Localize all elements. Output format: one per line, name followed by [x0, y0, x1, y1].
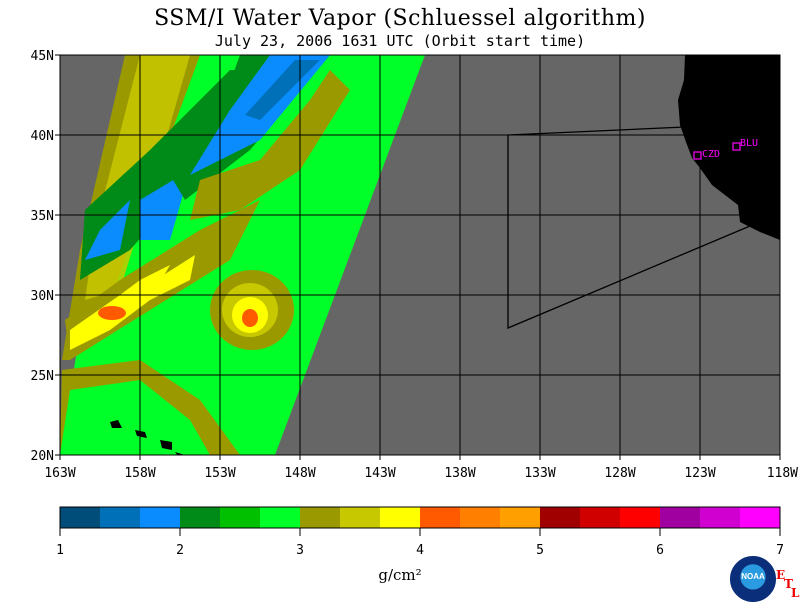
colorbar-swatch: [380, 507, 421, 528]
station-marker-blu: [732, 142, 741, 151]
lon-tick-label: 118W: [767, 466, 798, 481]
lat-tick-label: 45N: [31, 49, 54, 64]
graticule: [60, 55, 780, 455]
track-lines: [507, 126, 751, 329]
colorbar-swatch: [500, 507, 541, 528]
lat-tick-label: 25N: [31, 369, 54, 384]
noaa-logo: NOAA: [730, 556, 776, 602]
colorbar: [59, 506, 781, 529]
lon-tick-label: 133W: [524, 466, 555, 481]
map-frame: [59, 54, 781, 456]
lon-tick-label: 138W: [444, 466, 475, 481]
etl-letter-e: E: [776, 568, 786, 582]
lon-tick-label: 163W: [44, 466, 75, 481]
lon-tick-label: 158W: [124, 466, 155, 481]
colorbar-swatch: [460, 507, 501, 528]
colorbar-swatch: [180, 507, 221, 528]
colorbar-tick-label: 3: [296, 543, 304, 558]
colorbar-swatch: [540, 507, 581, 528]
lon-tick-label: 128W: [604, 466, 635, 481]
map-subtitle: July 23, 2006 1631 UTC (Orbit start time…: [214, 32, 586, 50]
lon-tick-label: 143W: [364, 466, 395, 481]
lon-tick-label: 148W: [284, 466, 315, 481]
lat-tick-label: 35N: [31, 209, 54, 224]
colorbar-swatch: [700, 507, 741, 528]
lon-tick-label: 153W: [204, 466, 235, 481]
colorbar-swatch: [60, 507, 101, 528]
colorbar-tick-label: 4: [416, 543, 424, 558]
colorbar-swatch: [620, 507, 661, 528]
colorbar-ticks: 1 2 3 4 5 6 7: [56, 528, 784, 558]
map-title: SSM/I Water Vapor (Schluessel algorithm): [154, 6, 646, 31]
latitude-axis: 45N 40N 35N 30N 25N 20N: [31, 49, 60, 464]
longitude-axis: 163W 158W 153W 148W 143W 138W 133W 128W 123W 118W: [44, 455, 798, 481]
colorbar-tick-label: 1: [56, 543, 64, 558]
colorbar-tick-label: 5: [536, 543, 544, 558]
colorbar-swatch: [340, 507, 381, 528]
station-label-czd: CZD: [702, 149, 720, 160]
colorbar-swatch: [260, 507, 301, 528]
lon-tick-label: 123W: [684, 466, 715, 481]
etl-letter-t: T: [784, 577, 793, 591]
colorbar-swatch: [300, 507, 341, 528]
noaa-logo-text: NOAA: [741, 572, 765, 581]
lat-tick-label: 20N: [31, 449, 54, 464]
colorbar-swatch: [740, 507, 781, 528]
colorbar-unit: g/cm²: [378, 566, 422, 584]
station-markers: CZD BLU: [693, 138, 758, 160]
colorbar-tick-label: 6: [656, 543, 664, 558]
colorbar-swatch: [220, 507, 261, 528]
colorbar-swatch: [420, 507, 461, 528]
colorbar-swatch: [580, 507, 621, 528]
etl-letter-l: L: [791, 586, 800, 600]
colorbar-tick-label: 2: [176, 543, 184, 558]
colorbar-swatch: [140, 507, 181, 528]
station-label-blu: BLU: [740, 138, 758, 149]
lat-tick-label: 30N: [31, 289, 54, 304]
lat-tick-label: 40N: [31, 129, 54, 144]
colorbar-swatch: [660, 507, 701, 528]
colorbar-tick-label: 7: [776, 543, 784, 558]
colorbar-swatch: [100, 507, 141, 528]
land-mass: [678, 55, 780, 240]
station-marker-czd: [693, 151, 702, 160]
